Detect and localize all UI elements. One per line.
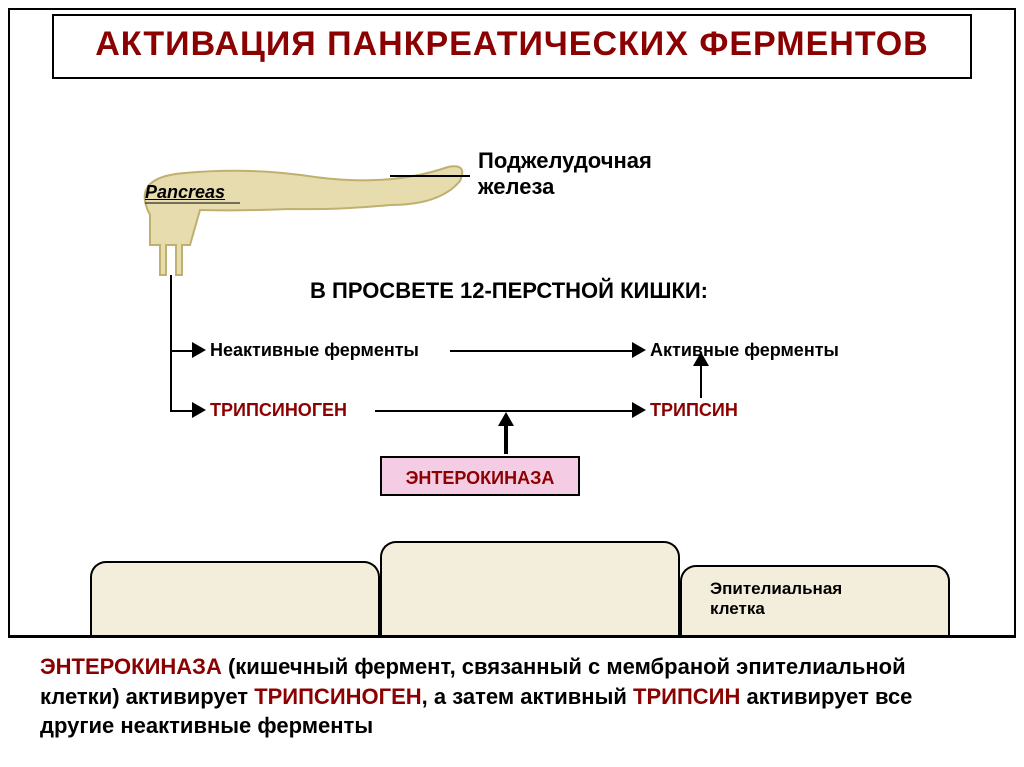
trypsin-label: ТРИПСИН bbox=[650, 400, 738, 421]
footer-text: ЭНТЕРОКИНАЗА (кишечный фермент, связанны… bbox=[40, 652, 984, 741]
title-box: АКТИВАЦИЯ ПАНКРЕАТИЧЕСКИХ ФЕРМЕНТОВ bbox=[52, 14, 972, 79]
epithelial-cell bbox=[90, 561, 380, 641]
pancreas-label-ru: Поджелудочнаяжелеза bbox=[478, 148, 652, 201]
duct-vertical bbox=[170, 275, 172, 412]
enterokinase-box: ЭНТЕРОКИНАЗА bbox=[380, 456, 580, 496]
epithelial-cell-label: Эпителиальнаяклетка bbox=[710, 579, 842, 620]
inactive-enzymes-label: Неактивные ферменты bbox=[210, 340, 419, 361]
pancreas-leader bbox=[390, 175, 470, 177]
active-enzymes-label: Активные ферменты bbox=[650, 340, 839, 361]
pancreas-label-en: Pancreas bbox=[145, 182, 225, 203]
epithelial-cell bbox=[380, 541, 680, 641]
lumen-label: В ПРОСВЕТЕ 12-ПЕРСТНОЙ КИШКИ: bbox=[310, 278, 708, 304]
slide-title: АКТИВАЦИЯ ПАНКРЕАТИЧЕСКИХ ФЕРМЕНТОВ bbox=[72, 26, 952, 63]
footer-box: ЭНТЕРОКИНАЗА (кишечный фермент, связанны… bbox=[8, 635, 1016, 759]
enterokinase-label: ЭНТЕРОКИНАЗА bbox=[406, 468, 555, 488]
trypsinogen-label: ТРИПСИНОГЕН bbox=[210, 400, 347, 421]
